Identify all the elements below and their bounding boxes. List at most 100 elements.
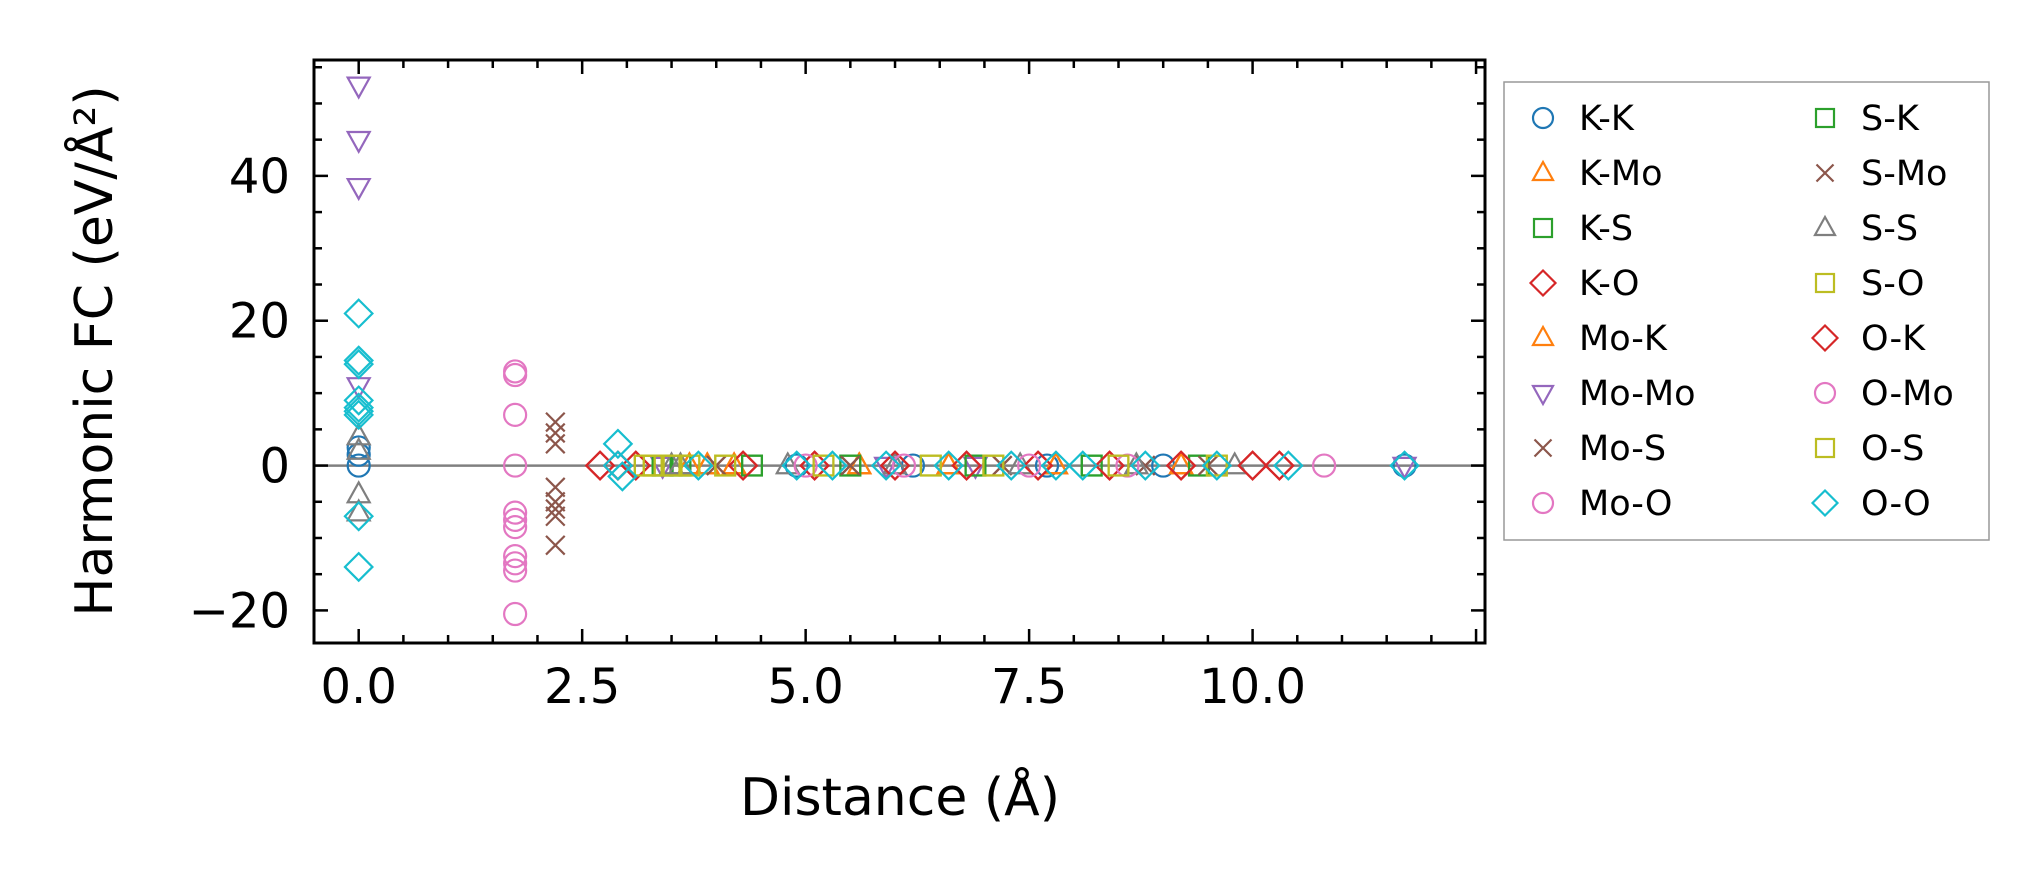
data-point [545,498,566,520]
data-point [1168,451,1194,475]
legend-marker [1532,217,1554,239]
data-point [1389,450,1420,481]
data-point [784,453,809,478]
data-point [781,450,813,481]
data-point [545,491,566,512]
y-tick-label: 20 [229,294,290,350]
data-point [343,345,375,376]
data-point [817,450,848,481]
data-point [1237,450,1268,481]
data-point [982,454,1005,477]
data-point [879,450,911,481]
data-point [503,453,528,478]
legend-frame [1503,81,1990,541]
y-axis-label: Harmonic FC (eV/Å²) [63,85,125,616]
data-point [503,601,528,627]
legend-marker [1533,438,1553,458]
data-point [545,411,566,433]
legend-entry: Mo-K [1531,319,1668,359]
data-point [793,453,818,478]
legend-entry: S-Mo [1815,154,1947,194]
legend-label: S-K [1861,99,1920,139]
legend-marker [1815,163,1835,183]
data-point [503,507,528,532]
legend-marker [1814,107,1836,129]
data-point [503,500,528,525]
data-point [345,436,372,460]
data-point [660,454,683,477]
data-point [678,454,701,477]
legend: K-K K-Mo K-S K-O Mo-K Mo-Mo Mo-S Mo-O S-K S-Mo S-S… [1503,81,1990,541]
data-point [1017,453,1042,478]
data-point [1165,450,1197,481]
legend-entry: S-K [1814,99,1920,139]
data-point [891,453,917,478]
data-point [995,450,1027,481]
data-point [870,450,902,481]
data-point [545,422,566,444]
legend-marker [1531,106,1555,130]
series-Mo-O [503,359,528,627]
data-point [839,454,862,477]
legend-entry: O-K [1810,319,1926,359]
x-tick-label: 10.0 [1199,659,1306,715]
plot-background [314,60,1485,643]
legend-marker [1531,324,1555,347]
legend-label: S-O [1861,264,1924,304]
x-axis-label: Distance (Å) [740,766,1060,828]
legend-marker [1813,214,1837,237]
legend-marker [1531,159,1555,182]
data-point [345,130,372,155]
legend-entry: O-S [1814,429,1924,469]
legend-entry: K-K [1531,99,1635,139]
data-point [545,433,566,454]
data-point [812,454,835,477]
data-point [1205,454,1228,477]
series-O-O [343,298,1420,583]
legend-entry: Mo-O [1531,484,1672,524]
data-point [345,177,372,202]
legend-entry: O-O [1810,484,1931,524]
data-point [343,298,375,329]
legend-label: Mo-Mo [1579,374,1696,414]
legend-label: K-K [1579,99,1635,139]
y-tick-label: −20 [189,583,290,639]
data-point [343,395,375,427]
data-point [345,76,372,100]
data-point [343,385,375,416]
data-points [343,76,1420,627]
data-point [774,451,801,475]
data-point [1391,456,1418,480]
data-point [1201,450,1233,481]
data-point [1040,450,1072,481]
legend-label: K-O [1579,264,1639,304]
data-point [1264,450,1295,481]
legend-entry: S-O [1814,264,1924,304]
axis-ticks [312,60,1485,643]
data-point [343,392,375,423]
data-point [503,543,528,569]
legend-label: S-Mo [1861,154,1947,194]
data-point [503,551,528,576]
y-tick-label: 0 [259,439,290,495]
data-point [1107,454,1130,477]
data-point [1094,450,1125,481]
data-point [602,450,634,481]
data-point [727,450,759,481]
legend-marker [1810,488,1840,518]
legend-marker [1528,268,1558,298]
legend-entry: O-Mo [1813,374,1954,414]
data-point [962,456,989,480]
data-point [343,399,375,431]
legend-label: O-O [1861,484,1931,524]
legend-marker [1531,491,1555,515]
data-point [345,498,372,522]
data-point [1130,450,1161,481]
data-point [714,454,737,477]
tick-labels: 0.0 2.5 5.0 7.5 10.0 −20 0 20 40 [189,149,1306,715]
legend-entry: K-S [1532,209,1633,249]
data-point [343,551,375,583]
x-tick-label: 7.5 [991,659,1067,715]
data-point [683,450,714,481]
legend-label: Mo-O [1579,484,1672,524]
